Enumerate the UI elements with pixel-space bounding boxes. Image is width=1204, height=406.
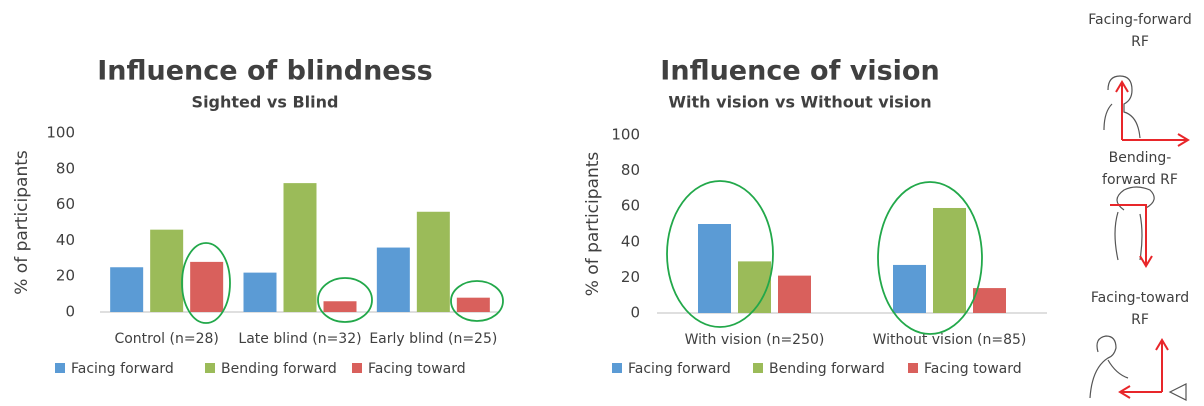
bar bbox=[457, 298, 490, 312]
reference-frame-label: Facing-forward bbox=[1088, 12, 1191, 28]
y-tick-label: 40 bbox=[56, 231, 75, 249]
facing-toward-figure bbox=[1090, 336, 1128, 398]
bar bbox=[778, 276, 811, 313]
reference-frame-label: Bending- bbox=[1109, 150, 1172, 166]
page: Influence of blindness Sighted vs Blind % … bbox=[0, 0, 1204, 406]
figure-icons bbox=[1090, 76, 1188, 400]
y-tick-label: 100 bbox=[46, 124, 75, 142]
bar bbox=[377, 248, 410, 312]
reference-frame-label: Facing-toward bbox=[1091, 290, 1189, 306]
y-tick-label: 0 bbox=[630, 304, 640, 322]
x-tick-label: Late blind (n=32) bbox=[238, 331, 361, 347]
bar bbox=[417, 212, 450, 312]
x-tick-label: Control (n=28) bbox=[114, 331, 218, 347]
bending-forward-figure bbox=[1115, 187, 1154, 260]
y-tick-label: 100 bbox=[611, 126, 640, 144]
y-tick-label: 0 bbox=[65, 303, 75, 321]
reference-frame-label: RF bbox=[1131, 34, 1149, 50]
chart-subtitle: Sighted vs Blind bbox=[192, 93, 339, 112]
legend-swatch bbox=[352, 363, 362, 373]
bar bbox=[284, 183, 317, 312]
bar bbox=[698, 224, 731, 313]
bar bbox=[933, 208, 966, 313]
eye-icon bbox=[1170, 384, 1186, 400]
y-axis-label: % of participants bbox=[12, 150, 32, 295]
y-tick-label: 80 bbox=[56, 159, 75, 177]
legend-label: Facing forward bbox=[71, 361, 174, 377]
highlight-ellipse bbox=[878, 182, 982, 334]
legend-label: Bending forward bbox=[221, 361, 337, 377]
chart-subtitle: With vision vs Without vision bbox=[668, 93, 931, 112]
legend-label: Facing toward bbox=[368, 361, 466, 377]
legend-label: Facing toward bbox=[924, 361, 1022, 377]
chart-title: Influence of vision bbox=[660, 56, 939, 87]
legend-label: Bending forward bbox=[769, 361, 885, 377]
highlight-ellipse bbox=[318, 278, 372, 322]
y-tick-label: 80 bbox=[621, 161, 640, 179]
bar bbox=[190, 262, 223, 312]
facing-toward-axes bbox=[1120, 340, 1168, 398]
legend-swatch bbox=[612, 363, 622, 373]
bar bbox=[738, 261, 771, 313]
legend-swatch bbox=[753, 363, 763, 373]
reference-frame-label: RF bbox=[1131, 312, 1149, 328]
y-tick-label: 60 bbox=[56, 195, 75, 213]
y-axis-label: % of participants bbox=[583, 152, 603, 297]
y-tick-label: 60 bbox=[621, 197, 640, 215]
legend-swatch bbox=[908, 363, 918, 373]
y-tick-label: 20 bbox=[621, 268, 640, 286]
y-tick-label: 20 bbox=[56, 267, 75, 285]
reference-frame-label: forward RF bbox=[1102, 172, 1178, 188]
bar bbox=[324, 301, 357, 312]
bar bbox=[893, 265, 926, 313]
x-tick-label: With vision (n=250) bbox=[685, 332, 825, 348]
bar bbox=[150, 230, 183, 312]
bar bbox=[244, 273, 277, 312]
chart-title: Influence of blindness bbox=[97, 56, 433, 87]
legend-label: Facing forward bbox=[628, 361, 731, 377]
legend-swatch bbox=[55, 363, 65, 373]
facing-forward-axes bbox=[1116, 82, 1188, 146]
x-tick-label: Without vision (n=85) bbox=[873, 332, 1027, 348]
bar bbox=[110, 267, 143, 312]
x-tick-label: Early blind (n=25) bbox=[369, 331, 497, 347]
bar bbox=[973, 288, 1006, 313]
y-tick-label: 40 bbox=[621, 232, 640, 250]
legend-swatch bbox=[205, 363, 215, 373]
bending-forward-axes bbox=[1110, 205, 1152, 266]
